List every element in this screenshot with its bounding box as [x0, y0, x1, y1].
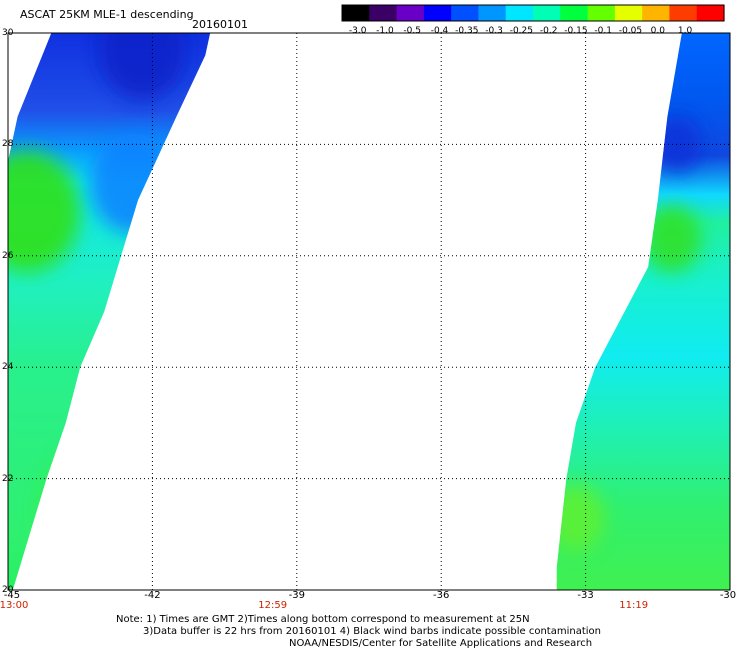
time-label: 11:19 [619, 600, 649, 611]
swath-patch [643, 205, 702, 273]
colorbar-label: -0.1 [594, 26, 612, 36]
time-label: 12:59 [258, 600, 288, 611]
time-label: 13:00 [0, 600, 29, 611]
swath-patch [556, 484, 605, 552]
colorbar-swatch [505, 5, 534, 21]
x-tick-label: -30 [719, 590, 737, 601]
note-line-3: NOAA/NESDIS/Center for Satellite Applica… [289, 638, 593, 649]
colorbar-swatch [669, 5, 698, 21]
colorbar-swatch [423, 5, 452, 21]
colorbar-labels: -3.0 -1.0 -0.5 -0.4 -0.35 -0.3 -0.25 -0.2 -0.15-… [342, 26, 724, 38]
y-tick-label: 24 [2, 362, 14, 373]
colorbar-label: -0.15 [564, 26, 588, 36]
colorbar-swatch [396, 5, 425, 21]
swath-patch [89, 133, 177, 234]
colorbar-swatch [342, 5, 370, 21]
colorbar-swatch [478, 5, 507, 21]
y-tick-label: 20 [2, 585, 14, 595]
y-tick-label: 22 [2, 473, 14, 484]
colorbar-label: -0.5 [403, 26, 421, 36]
colorbar-label: 1.0 [677, 26, 693, 36]
colorbar-label: -0.35 [455, 26, 479, 36]
colorbar-label: -0.25 [509, 26, 533, 36]
colorbar-swatch [642, 5, 671, 21]
swath-patch [8, 149, 81, 273]
colorbar-label: -1.0 [376, 26, 394, 36]
colorbar-label: -0.4 [430, 26, 449, 36]
x-tick-label: -33 [577, 590, 594, 601]
x-tick-label: -36 [433, 590, 450, 601]
colorbar-swatch [696, 5, 725, 21]
x-tick-label: -39 [288, 590, 305, 601]
map-date: 20160101 [192, 18, 248, 31]
colorbar-swatch [451, 5, 480, 21]
grid-lines [8, 33, 730, 590]
note-line-1: Note: 1) Times are GMT 2)Times along bot… [116, 614, 530, 625]
colorbar [341, 4, 725, 22]
y-tick-label: 26 [2, 250, 14, 261]
colorbar-label: 0.0 [650, 26, 665, 36]
swath-patch [36, 445, 153, 579]
colorbar-swatch [369, 5, 398, 21]
colorbar-swatch [560, 5, 589, 21]
colorbar-label: -0.3 [485, 26, 503, 36]
colorbar-frame [341, 4, 725, 22]
swath-patch [99, 33, 187, 100]
colorbar-swatch [587, 5, 616, 21]
note-line-2: 3)Data buffer is 22 hrs from 20160101 4)… [143, 626, 601, 637]
x-tick-label: -45 [3, 590, 21, 601]
colorbar-swatch [614, 5, 643, 21]
colorbar-label: -0.2 [539, 26, 558, 36]
colorbar-label: -0.05 [618, 26, 643, 36]
x-tick-label: -42 [144, 590, 161, 601]
y-tick-label: 30 [2, 28, 14, 38]
plot-frame [7, 32, 731, 591]
colorbar-label: -3.0 [348, 26, 367, 36]
map-title: ASCAT 25KM MLE-1 descending [20, 8, 194, 21]
colorbar-swatch [533, 5, 561, 21]
swath-layer [8, 33, 730, 590]
y-tick-label: 28 [2, 139, 14, 150]
